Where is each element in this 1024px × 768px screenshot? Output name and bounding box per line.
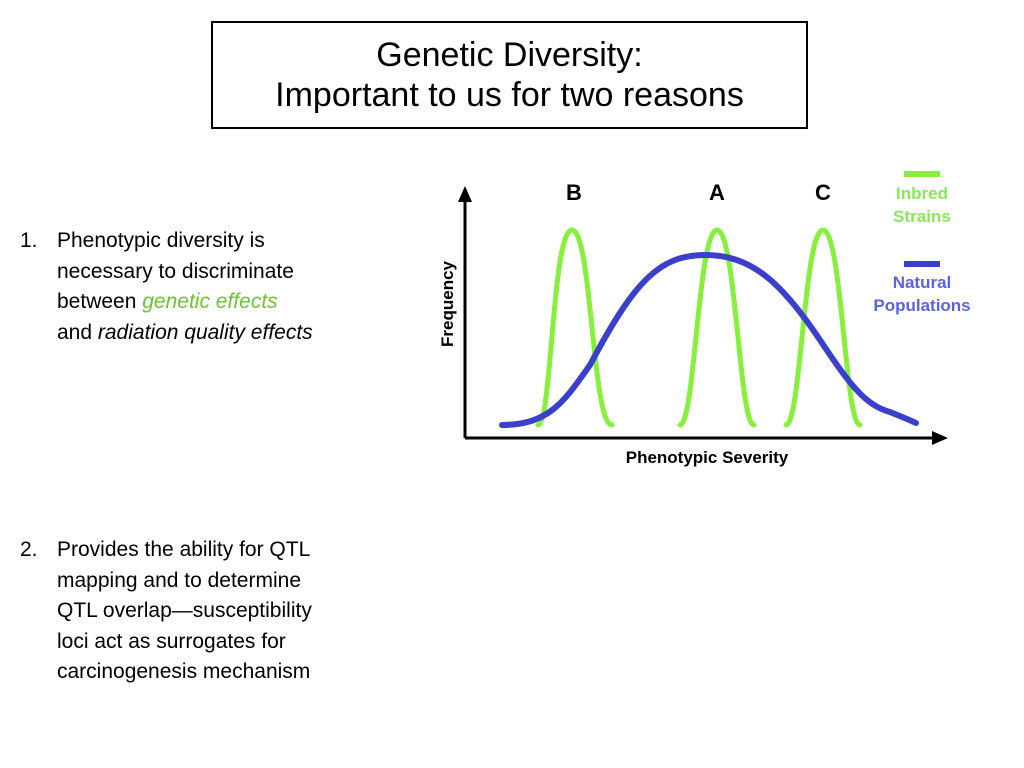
point-1-line-1: Phenotypic diversity is xyxy=(57,229,265,252)
phenotype-distribution-diagram: B A C Phenotypic Severity Frequency Inbr… xyxy=(438,171,971,467)
peak-label-c: C xyxy=(815,180,831,205)
inbred-peak-c xyxy=(783,227,863,428)
point-1-line-2: necessary to discriminate xyxy=(57,259,294,283)
point-1: 1. Phenotypic diversity is necessary to … xyxy=(20,226,397,348)
y-axis-label: Frequency xyxy=(438,260,457,347)
point-1-line-3-prefix: between xyxy=(57,290,143,313)
legend-natural-line-2: Populations xyxy=(873,296,970,315)
peak-label-a: A xyxy=(709,180,725,205)
legend-inbred-line-1: Inbred xyxy=(896,184,948,203)
peak-label-b: B xyxy=(566,180,582,205)
legend-natural-line-1: Natural xyxy=(893,273,952,292)
x-axis-arrowhead xyxy=(932,431,948,445)
point-2-line-3: QTL overlap—susceptibility xyxy=(57,599,312,622)
genetic-effects-emphasis: genetic effects xyxy=(142,290,278,313)
point-2-line-1: Provides the ability for QTL xyxy=(57,538,311,561)
point-1-line-3: between genetic effects xyxy=(57,287,397,318)
radiation-quality-emphasis: radiation quality effects xyxy=(97,320,313,344)
slide-title: Genetic Diversity: Important to us for t… xyxy=(211,21,808,129)
point-1-line-4-prefix: and xyxy=(57,320,98,344)
title-line-2: Important to us for two reasons xyxy=(275,76,744,114)
natural-population-curve xyxy=(499,251,919,428)
point-1-line-4: and radiation quality effects xyxy=(57,318,397,349)
y-axis-arrowhead xyxy=(458,186,472,202)
x-axis-label: Phenotypic Severity xyxy=(626,448,789,467)
point-2-line-4: loci act as surrogates for xyxy=(57,629,286,653)
point-2-line-2: mapping and to determine xyxy=(57,568,301,592)
inbred-peak-a xyxy=(677,227,757,428)
inbred-peak-b xyxy=(535,227,615,428)
point-1-number: 1. xyxy=(20,229,38,252)
legend-inbred-line-2: Strains xyxy=(893,207,951,226)
title-line-1: Genetic Diversity: xyxy=(376,36,643,74)
point-2-number: 2. xyxy=(20,538,38,561)
point-2: 2. Provides the ability for QTL mapping … xyxy=(20,535,397,688)
point-2-line-5: carcinogenesis mechanism xyxy=(57,660,311,683)
